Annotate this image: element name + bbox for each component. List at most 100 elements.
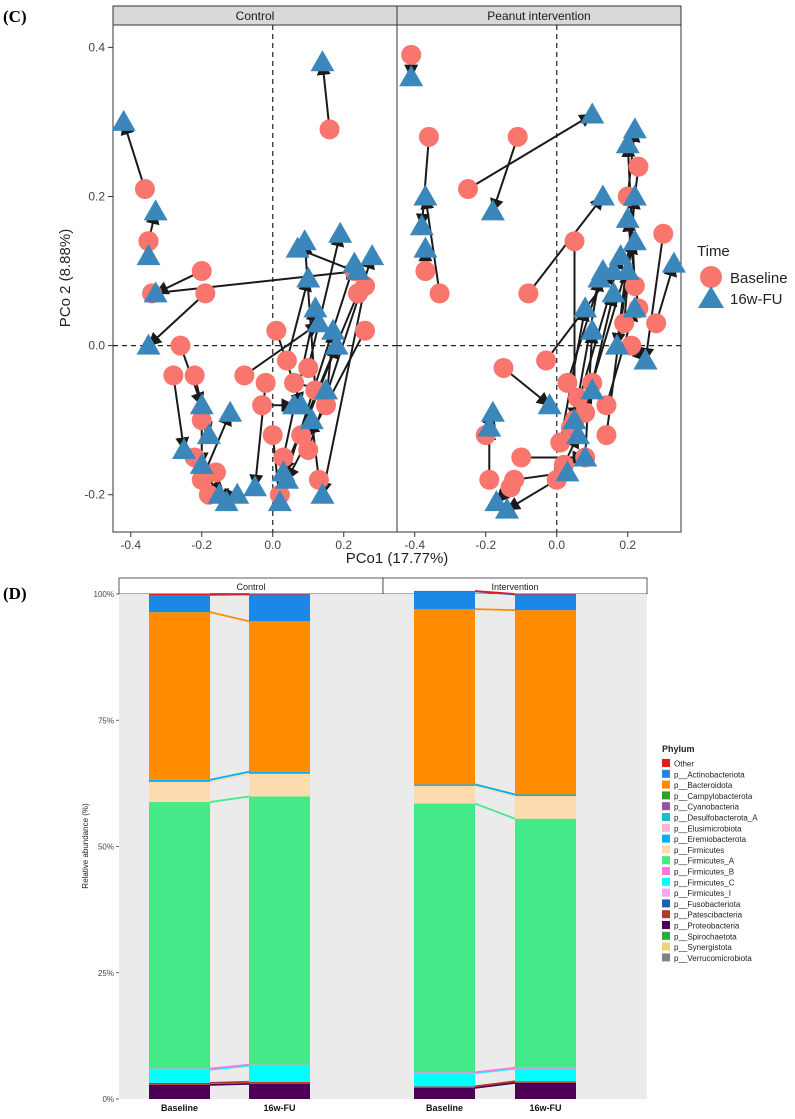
followup-point — [324, 333, 349, 355]
bar-segment-bacteroidota — [515, 610, 576, 795]
baseline-point — [273, 447, 294, 468]
baseline-point — [536, 350, 557, 371]
baseline-point — [401, 44, 422, 65]
bar-segment-firmicutes_a — [414, 803, 475, 1073]
bar-segment-actinobacteriota — [414, 591, 475, 610]
baseline-point — [316, 395, 336, 416]
followup-point — [321, 318, 346, 340]
bar-segment-eremiobacterota — [414, 784, 475, 786]
alluvial-link — [209, 1064, 250, 1071]
baseline-point — [266, 320, 287, 341]
y-tick-label-d: 0% — [102, 1095, 114, 1104]
bar-segment-firmicutes_c — [414, 1073, 475, 1087]
legend-swatch-patescibacteria — [662, 910, 670, 919]
change-arrow — [151, 265, 360, 295]
alluvial-link — [474, 1081, 516, 1089]
legend-label-firmicutes: p__Firmicutes — [674, 846, 724, 855]
facet-intervention-label: Peanut intervention — [487, 9, 590, 23]
legend-label-actinobacteriota: p__Actinobacteriota — [674, 770, 745, 779]
baseline-point — [347, 283, 368, 304]
baseline-point — [564, 231, 585, 252]
baseline-point — [418, 126, 439, 147]
change-arrow — [490, 136, 519, 213]
baseline-point — [319, 119, 340, 140]
bar-segment-other — [414, 590, 475, 592]
legend-swatch-spirochaetota — [662, 931, 670, 940]
followup-point — [196, 423, 221, 445]
legend-label-spirochaetota: p__Spirochaetota — [674, 932, 737, 941]
followup-point — [573, 296, 598, 318]
followup-point — [580, 102, 605, 124]
followup-point — [299, 408, 324, 430]
legend-label-desulfobacterota_a: p__Desulfobacterota_A — [674, 814, 758, 823]
baseline-point — [291, 425, 312, 446]
baseline-point — [596, 425, 617, 446]
change-arrow — [420, 195, 441, 294]
followup-point — [601, 281, 626, 303]
bar-segment-firmicutes_a — [249, 796, 310, 1065]
followup-point — [580, 378, 605, 400]
bar-segment-actinobacteriota — [249, 594, 310, 622]
followup-point — [608, 244, 633, 266]
followup-point — [495, 497, 520, 519]
followup-point — [306, 311, 331, 333]
panel-c-label: (C) — [3, 7, 27, 26]
legend-swatch-elusimicrobiota — [662, 823, 670, 832]
followup-point — [615, 259, 640, 281]
bar-segment-eremiobacterota — [249, 771, 310, 774]
alluvial-link — [474, 1080, 516, 1088]
followup-point — [633, 348, 658, 370]
legend-16wfu-label: 16w-FU — [730, 291, 783, 308]
legend-label-firmicutes_a: p__Firmicutes_A — [674, 857, 735, 866]
bar-segment-firmicutes — [249, 773, 310, 797]
followup-point — [477, 415, 502, 437]
baseline-point — [614, 313, 635, 334]
facet-control-label: Control — [236, 9, 275, 23]
x-tick-label: -0.2 — [191, 538, 212, 552]
followup-point — [111, 109, 136, 131]
legend-label-fusobacteriota: p__Fusobacteriota — [674, 900, 741, 909]
baseline-point — [458, 179, 478, 200]
legend-swatch-bacteroidota — [662, 780, 670, 789]
followup-point — [136, 333, 161, 355]
y-tick-label: 0.2 — [88, 189, 105, 203]
legend-label-synergistota: p__Synergistota — [674, 943, 732, 952]
bar-segment-other — [149, 594, 210, 596]
bar-segment-firmicutes_b — [515, 1067, 576, 1069]
followup-point — [189, 393, 214, 415]
y-tick-label: -0.2 — [84, 488, 105, 502]
bar-segment-bacteroidota — [149, 612, 210, 780]
followup-point — [189, 452, 214, 474]
legend-swatch-firmicutes_b — [662, 867, 670, 875]
change-arrow — [640, 233, 665, 362]
legend-label-eremiobacterota: p__Eremiobacterota — [674, 835, 747, 844]
followup-point — [580, 318, 605, 340]
bar-segment-bacteroidota — [249, 621, 310, 772]
baseline-point — [298, 357, 319, 378]
change-arrow — [655, 262, 678, 324]
followup-point — [267, 490, 292, 512]
change-arrow — [285, 277, 312, 361]
alluvial-link — [209, 611, 250, 623]
legend-label-cyanobacteria: p__Cyanobacteria — [674, 803, 739, 812]
baseline-point — [493, 357, 514, 378]
baseline-point — [479, 469, 500, 490]
x-tick-label: -0.4 — [404, 538, 425, 552]
followup-point — [314, 378, 338, 400]
legend-title-phylum: Phylum — [662, 744, 695, 754]
legend-16wfu-marker — [698, 286, 724, 308]
alluvial-link — [209, 1080, 250, 1084]
baseline-point — [624, 275, 645, 296]
legend-swatch-firmicutes — [662, 845, 670, 854]
change-arrow — [147, 292, 206, 347]
bar-segment-firmicutes_c — [249, 1065, 310, 1082]
baseline-point — [276, 350, 297, 371]
followup-point — [413, 184, 438, 206]
x-tick-label: 0.2 — [335, 538, 352, 552]
baseline-point — [284, 372, 305, 393]
followup-point — [480, 400, 505, 422]
followup-point — [136, 244, 161, 266]
legend-title-time: Time — [697, 243, 730, 260]
legend-baseline-label: Baseline — [730, 270, 788, 287]
